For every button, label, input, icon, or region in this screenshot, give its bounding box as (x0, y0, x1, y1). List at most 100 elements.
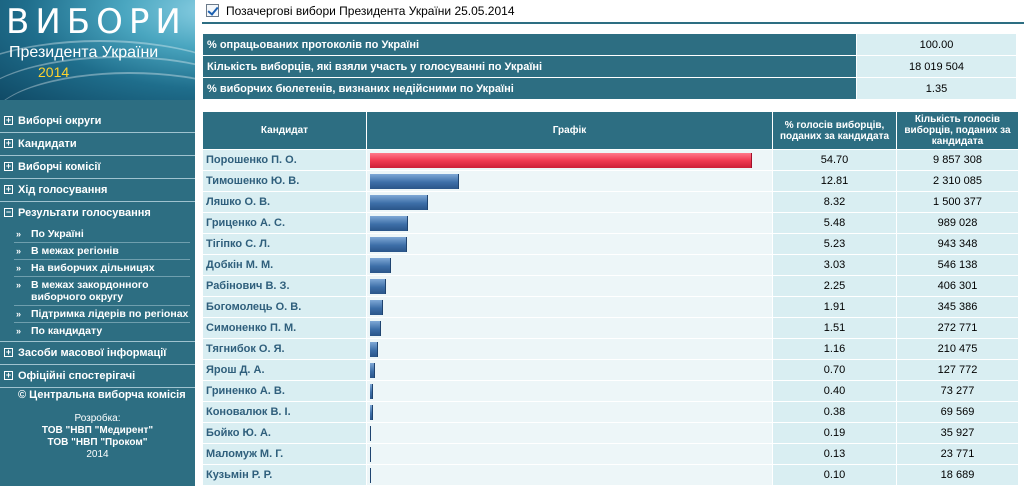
graph-cell (366, 296, 773, 318)
double-chevron-right-icon: » (16, 280, 22, 290)
table-row: Ярош Д. А. 0.70 127 772 (202, 359, 1019, 381)
vote-share-bar (370, 405, 373, 420)
vote-percent: 5.23 (772, 233, 897, 255)
candidate-name-link[interactable]: Гриненко А. В. (202, 380, 367, 402)
table-row: Богомолець О. В. 1.91 345 386 (202, 296, 1019, 318)
graph-cell (366, 401, 773, 423)
vote-percent: 0.13 (772, 443, 897, 465)
submenu-item-regions[interactable]: » В межах регіонів (14, 243, 190, 260)
sidebar-item-label: Виборчі комісії (18, 161, 101, 173)
vote-count: 943 348 (896, 233, 1019, 255)
double-chevron-right-icon: » (16, 246, 22, 256)
page-title: Позачергові вибори Президента України 25… (226, 4, 515, 18)
summary-value: 1.35 (856, 77, 1017, 100)
vote-count: 127 772 (896, 359, 1019, 381)
vote-share-bar (370, 174, 459, 189)
table-row: Бойко Ю. А. 0.19 35 927 (202, 422, 1019, 444)
vote-percent: 12.81 (772, 170, 897, 192)
sidebar-item-label: Результати голосування (18, 207, 151, 219)
developer-line-1: ТОВ "НВП "Медирент" (41, 425, 154, 436)
table-row: Коновалюк В. І. 0.38 69 569 (202, 401, 1019, 423)
vote-count: 35 927 (896, 422, 1019, 444)
candidate-name-link[interactable]: Гриценко А. С. (202, 212, 367, 234)
candidate-name-link[interactable]: Тягнибок О. Я. (202, 338, 367, 360)
vote-count: 2 310 085 (896, 170, 1019, 192)
table-row: Добкін М. М. 3.03 546 138 (202, 254, 1019, 276)
candidate-name-link[interactable]: Тігіпко С. Л. (202, 233, 367, 255)
vote-share-bar (370, 426, 371, 441)
candidate-name-link[interactable]: Кузьмін Р. Р. (202, 464, 367, 486)
table-row: Тігіпко С. Л. 5.23 943 348 (202, 233, 1019, 255)
vote-percent: 3.03 (772, 254, 897, 276)
summary-row: Кількість виборців, які взяли участь у г… (202, 55, 1017, 78)
graph-cell (366, 359, 773, 381)
table-row: Гриненко А. В. 0.40 73 277 (202, 380, 1019, 402)
vote-count: 9 857 308 (896, 149, 1019, 171)
candidate-name-link[interactable]: Ярош Д. А. (202, 359, 367, 381)
developer-line-2: ТОВ "НВП "Проком" (47, 437, 148, 448)
checkbox-icon (206, 4, 219, 17)
vote-share-bar (370, 321, 381, 336)
results-header-row: Кандидат Графік % голосів виборців, пода… (202, 111, 1019, 150)
column-header-graph: Графік (366, 111, 773, 150)
candidate-name-link[interactable]: Симоненко П. М. (202, 317, 367, 339)
vote-count: 23 771 (896, 443, 1019, 465)
candidate-name-link[interactable]: Добкін М. М. (202, 254, 367, 276)
double-chevron-right-icon: » (16, 326, 22, 336)
table-row: Маломуж М. Г. 0.13 23 771 (202, 443, 1019, 465)
candidate-name-link[interactable]: Богомолець О. В. (202, 296, 367, 318)
submenu-item-polling-stations[interactable]: » На виборчих дільницях (14, 260, 190, 277)
banner-year: 2014 (38, 64, 70, 80)
cec-copyright-link[interactable]: © Центральна виборча комісія (18, 389, 186, 401)
vote-count: 345 386 (896, 296, 1019, 318)
results-submenu: » По Україні » В межах регіонів » На виб… (0, 226, 195, 342)
candidate-name-link[interactable]: Коновалюк В. І. (202, 401, 367, 423)
vote-count: 546 138 (896, 254, 1019, 276)
summary-table: % опрацьованих протоколів по Україні 100… (202, 33, 1017, 100)
vote-share-bar (370, 216, 408, 231)
vote-count: 1 500 377 (896, 191, 1019, 213)
election-banner-logo[interactable]: ВИБОРИ Президента України 2014 (0, 0, 195, 100)
candidate-name-link[interactable]: Порошенко П. О. (202, 149, 367, 171)
candidate-name-link[interactable]: Ляшко О. В. (202, 191, 367, 213)
sidebar-item-label: Хід голосування (18, 184, 108, 196)
submenu-item-label: В межах регіонів (31, 245, 119, 257)
table-row: Кузьмін Р. Р. 0.10 18 689 (202, 464, 1019, 486)
sidebar-item-voting-results[interactable]: − Результати голосування (0, 203, 195, 225)
summary-label: % виборчих бюлетенів, визнаних недійсним… (202, 77, 857, 100)
vote-share-bar (370, 384, 373, 399)
sidebar-item-candidates[interactable]: + Кандидати (0, 134, 195, 156)
double-chevron-right-icon: » (16, 263, 22, 273)
sidebar-item-media[interactable]: + Засоби масової інформації (0, 343, 195, 365)
candidate-name-link[interactable]: Маломуж М. Г. (202, 443, 367, 465)
graph-cell (366, 191, 773, 213)
submenu-item-by-candidate[interactable]: » По кандидату (14, 323, 190, 339)
submenu-item-leader-support[interactable]: » Підтримка лідерів по регіонах (14, 306, 190, 323)
vote-percent: 0.40 (772, 380, 897, 402)
sidebar-item-voting-progress[interactable]: + Хід голосування (0, 180, 195, 202)
expand-icon: + (4, 370, 13, 380)
graph-cell (366, 170, 773, 192)
summary-label: % опрацьованих протоколів по Україні (202, 33, 857, 56)
submenu-item-label: По Україні (31, 228, 84, 240)
vote-share-bar (370, 468, 371, 483)
sidebar-item-observers[interactable]: + Офіційні спостерігачі (0, 366, 195, 388)
sidebar-item-districts[interactable]: + Виборчі округи (0, 111, 195, 133)
sidebar-item-commissions[interactable]: + Виборчі комісії (0, 157, 195, 179)
graph-cell (366, 443, 773, 465)
submenu-item-abroad[interactable]: » В межах закордонного виборчого округу (14, 277, 190, 306)
submenu-item-ukraine[interactable]: » По Україні (14, 226, 190, 243)
candidate-name-link[interactable]: Рабінович В. З. (202, 275, 367, 297)
candidate-name-link[interactable]: Бойко Ю. А. (202, 422, 367, 444)
expand-icon: + (4, 347, 13, 357)
vote-percent: 0.70 (772, 359, 897, 381)
summary-value: 100.00 (856, 33, 1017, 56)
developer-label: Розробка: (74, 413, 121, 424)
vote-percent: 0.38 (772, 401, 897, 423)
candidate-name-link[interactable]: Тимошенко Ю. В. (202, 170, 367, 192)
banner-subtitle: Президента України (9, 44, 159, 61)
vote-share-bar (370, 342, 378, 357)
sidebar-item-label: Виборчі округи (18, 115, 102, 127)
vote-percent: 0.19 (772, 422, 897, 444)
graph-cell (366, 422, 773, 444)
